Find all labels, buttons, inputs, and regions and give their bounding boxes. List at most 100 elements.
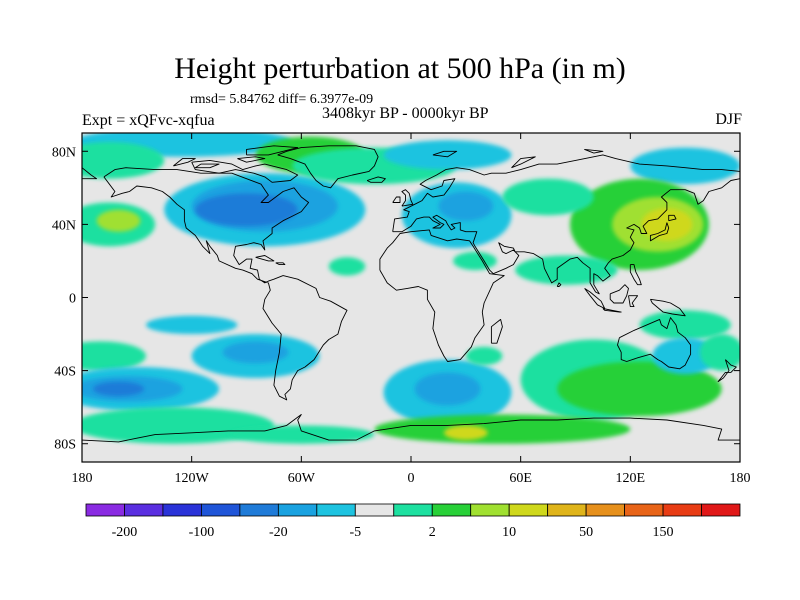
lat-tick-label: 80N [52, 145, 76, 160]
anomaly-region [374, 414, 631, 444]
lat-tick-label: 40S [54, 365, 76, 380]
colorbar-labels: -200 -100 -20 -5 2 10 50 150 [112, 525, 674, 540]
anomaly-region [222, 341, 289, 364]
colorbar-swatch [85, 503, 125, 517]
colorbar-swatch [624, 503, 664, 517]
coastline [629, 264, 642, 286]
coastline [366, 176, 386, 183]
anomaly-region [82, 341, 146, 371]
anomaly-region [383, 140, 512, 170]
colorbar-label: 2 [429, 525, 436, 540]
coastline [649, 222, 670, 242]
coastline [602, 308, 622, 313]
colorbar-label: 150 [653, 525, 674, 540]
coastline [82, 414, 740, 443]
lon-tick-label: 60W [288, 471, 316, 486]
anomaly-region [82, 142, 165, 179]
anomaly-region [453, 251, 497, 271]
map-title: Height perturbation at 500 hPa (in m) [174, 52, 626, 85]
anomaly-region [557, 361, 722, 417]
anomaly-region [195, 193, 298, 227]
coastline [194, 163, 220, 169]
coastline [277, 145, 379, 189]
lon-tick-label: 120W [175, 471, 210, 486]
coastline [392, 196, 401, 203]
lat-tick-label: 40N [52, 218, 76, 233]
season-label: DJF [715, 111, 742, 128]
colorbar-label: -200 [112, 525, 138, 540]
anomaly-region [699, 334, 740, 371]
lat-tick-label: 80S [54, 438, 76, 453]
anomaly-region [465, 346, 503, 366]
colorbar [85, 503, 741, 517]
coastline [649, 298, 686, 317]
coastline [237, 156, 266, 163]
coastline [82, 167, 98, 180]
lon-tick-label: 0 [408, 471, 415, 486]
anomaly-region [145, 315, 238, 335]
coastline [275, 262, 286, 266]
lon-tick-label: 180 [72, 471, 93, 486]
colorbar-swatch [201, 503, 241, 517]
colorbar-swatch [470, 503, 510, 517]
colorbar-swatch [508, 503, 549, 517]
colorbar-label: -100 [189, 525, 215, 540]
experiment-label: Expt = xQFvc-xqfua [82, 112, 215, 129]
lon-tick-label: 60E [509, 471, 532, 486]
colorbar-swatch [701, 503, 741, 517]
coastline [255, 255, 275, 262]
coastline [432, 150, 458, 158]
coastline [103, 167, 348, 401]
coastline [717, 359, 737, 383]
coastline [556, 282, 562, 287]
colorbar-swatch [354, 503, 395, 517]
lon-tick-label: 120E [616, 471, 646, 486]
anomaly-region [502, 178, 594, 216]
coastline [379, 229, 505, 362]
colorbar-label: 50 [579, 525, 593, 540]
colorbar-swatch [585, 503, 625, 517]
anomaly-region [96, 209, 141, 232]
coastline [584, 148, 604, 154]
anomaly-region [414, 372, 481, 406]
colorbar-swatch [431, 503, 472, 517]
coastline [511, 156, 536, 169]
colorbar-label: -20 [269, 525, 288, 540]
colorbar-label: -5 [349, 525, 361, 540]
anomaly-region [438, 191, 494, 221]
longitude-axis: 180 120W 60W 0 60E 120E 180 [72, 133, 751, 486]
coastline [246, 145, 299, 156]
stats-label: rmsd= 5.84762 diff= 6.3977e-09 [190, 92, 374, 107]
coastline [609, 284, 629, 304]
anomaly-region [228, 425, 375, 444]
lat-tick-label: 0 [69, 292, 76, 307]
coastline [191, 159, 299, 183]
coastline [628, 295, 639, 308]
anomaly-region [630, 147, 740, 185]
colorbar-label: 10 [502, 525, 516, 540]
colorbar-swatch [393, 503, 433, 517]
colorbar-swatch [662, 503, 702, 517]
period-label: 3408kyr BP - 0000kyr BP [322, 105, 489, 122]
colorbar-swatch [124, 503, 164, 517]
coastline [490, 318, 503, 344]
lon-tick-label: 180 [730, 471, 751, 486]
coastline [392, 154, 740, 295]
coastline [173, 158, 196, 167]
anomaly-region [515, 255, 618, 285]
coastline [668, 214, 677, 222]
anomaly-region [443, 425, 488, 441]
colorbar-swatch [239, 503, 279, 517]
anomaly-region [328, 257, 366, 276]
anomaly-region [639, 310, 731, 340]
anomaly-region [82, 407, 274, 444]
coastline [401, 189, 414, 207]
colorbar-swatch [162, 503, 202, 517]
anomaly-region [92, 381, 145, 397]
coastline [617, 317, 692, 370]
colorbar-swatch [277, 503, 318, 517]
colorbar-swatch [316, 503, 356, 517]
coastline-layer [82, 145, 740, 443]
colorbar-swatch [547, 503, 587, 517]
